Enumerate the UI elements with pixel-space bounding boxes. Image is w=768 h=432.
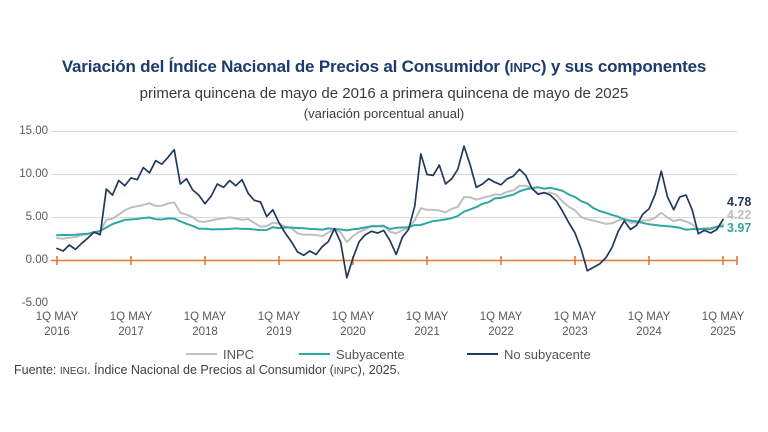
x-tick-label-2019: 1Q MAY 2019 — [257, 311, 301, 338]
x-tick-label-2025: 1Q MAY 2025 — [701, 311, 745, 338]
end-label-no-subyacente: 4.78 — [727, 195, 752, 209]
chart-subtitle: primera quincena de mayo de 2016 a prime… — [139, 85, 629, 102]
source-mid: . Índice Nacional de Precios al Consumid… — [87, 363, 334, 377]
chart-title-post: ) y sus componentes — [540, 57, 707, 76]
legend-swatch-subyacente — [299, 353, 330, 355]
x-tick-label-2023: 1Q MAY 2023 — [553, 311, 597, 338]
x-tick-label-2022: 1Q MAY 2022 — [479, 311, 523, 338]
chart-title: Variación del Índice Nacional de Precios… — [0, 57, 768, 77]
x-tick-label-2021: 1Q MAY 2021 — [405, 311, 449, 338]
source-pre: Fuente: — [14, 363, 60, 377]
legend-label-subyacente: Subyacente — [336, 346, 405, 362]
y-tick-label-0: 0.00 — [25, 253, 48, 266]
x-tick-label-2016: 1Q MAY 2016 — [35, 311, 79, 338]
chart-title-acronym: INPC — [509, 60, 541, 75]
end-label-subyacente: 3.97 — [727, 221, 752, 235]
source-note: Fuente: INEGI. Índice Nacional de Precio… — [14, 363, 400, 377]
x-tick-label-2020: 1Q MAY 2020 — [331, 311, 375, 338]
series-line-subyacente — [56, 186, 724, 237]
source-acronym-inpc: INPC — [333, 366, 358, 377]
y-tick-label-5: 5.00 — [25, 210, 48, 223]
legend-item-subyacente: Subyacente — [299, 345, 405, 363]
chart-legend: INPC Subyacente No subyacente — [0, 345, 768, 363]
y-tick-label--5: -5.00 — [21, 296, 48, 309]
x-tick-label-2017: 1Q MAY 2017 — [109, 311, 153, 338]
source-acronym-inegi: INEGI — [59, 366, 88, 377]
legend-swatch-inpc — [186, 353, 217, 355]
legend-item-inpc: INPC — [186, 345, 254, 363]
x-tick-label-2018: 1Q MAY 2018 — [183, 311, 227, 338]
x-tick-label-2024: 1Q MAY 2024 — [627, 311, 671, 338]
legend-label-inpc: INPC — [223, 346, 255, 362]
end-label-inpc: 4.22 — [727, 208, 752, 222]
y-tick-label-15: 15.00 — [19, 124, 48, 137]
series-line-no-subyacente — [56, 145, 724, 279]
legend-item-no-subyacente: No subyacente — [467, 345, 591, 363]
chart-units-note: (variación porcentual anual) — [303, 106, 465, 121]
y-tick-label-10: 10.00 — [19, 167, 48, 180]
legend-swatch-no-subyacente — [467, 353, 498, 355]
legend-label-no-subyacente: No subyacente — [504, 346, 591, 362]
series-line-inpc — [56, 184, 724, 243]
source-post: ), 2025. — [357, 363, 401, 377]
chart-title-pre: Variación del Índice Nacional de Precios… — [61, 57, 510, 76]
